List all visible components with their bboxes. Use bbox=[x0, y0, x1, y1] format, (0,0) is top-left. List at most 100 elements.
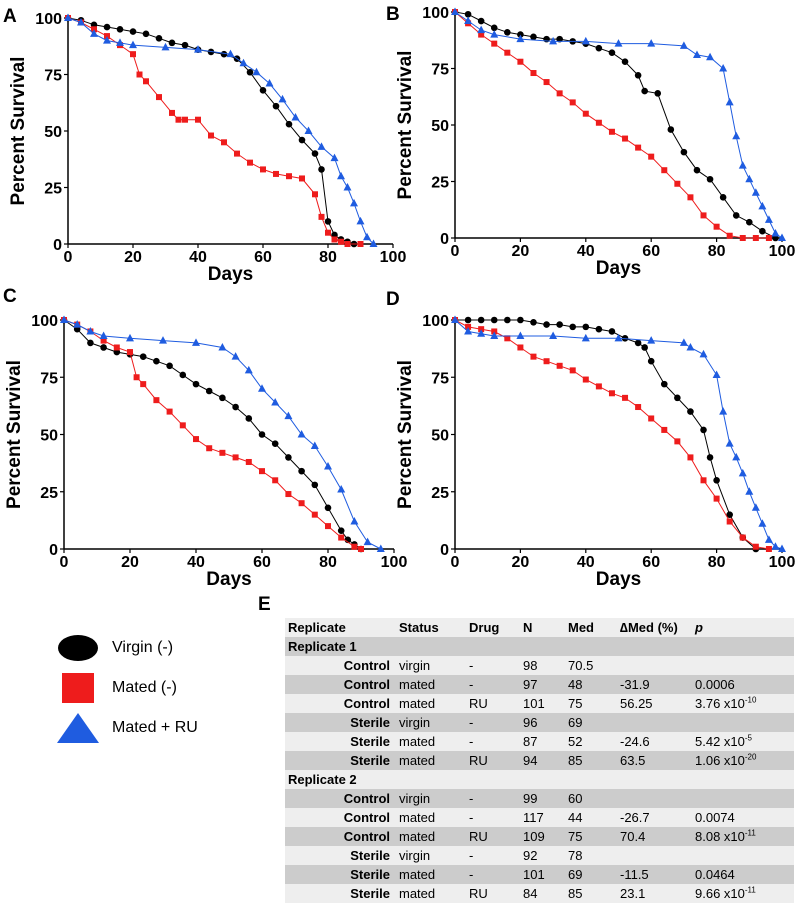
data-point-virgin bbox=[153, 357, 160, 365]
delta-median-cell: 70.4 bbox=[620, 829, 646, 844]
n-cell: 101 bbox=[523, 867, 545, 882]
data-point-mated bbox=[153, 397, 160, 404]
data-point-virgin bbox=[324, 504, 332, 512]
data-point-virgin bbox=[582, 323, 590, 331]
status-cell: virgin bbox=[399, 791, 431, 806]
header-replicate: Replicate bbox=[288, 620, 346, 635]
data-point-mated bbox=[351, 543, 358, 550]
data-point-mated bbox=[272, 477, 279, 484]
x-tick-label: 60 bbox=[253, 554, 271, 571]
data-point-mated bbox=[208, 132, 214, 139]
p-value-cell: 0.0464 bbox=[695, 867, 735, 882]
data-point-mated bbox=[752, 543, 759, 550]
drug-cell: - bbox=[469, 810, 474, 825]
data-point-mated bbox=[569, 99, 576, 106]
y-tick-label: 75 bbox=[431, 370, 449, 387]
drug-cell: - bbox=[469, 848, 474, 863]
table-row: Sterile mated - 101 69 -11.5 0.0464 bbox=[285, 865, 794, 884]
data-point-mated bbox=[661, 426, 668, 433]
data-point-virgin bbox=[298, 467, 305, 475]
data-point-mated bbox=[169, 109, 175, 116]
data-point-virgin bbox=[285, 454, 292, 461]
data-point-mated bbox=[543, 79, 550, 86]
data-point-mated-ru bbox=[719, 64, 728, 72]
delta-median-cell: 56.25 bbox=[620, 696, 653, 711]
chart-panel-a: A 0 20 40 60 80 100 0 25 50 75 100 Days Percent Survi… bbox=[3, 6, 406, 285]
strain-cell: Control bbox=[343, 810, 390, 825]
status-cell: mated bbox=[399, 886, 436, 901]
drug-cell: RU bbox=[469, 829, 488, 844]
p-value-cell: 9.66 x10-11 bbox=[695, 885, 756, 901]
data-point-mated bbox=[622, 394, 629, 401]
data-point-mated-ru bbox=[310, 441, 319, 449]
data-point-virgin bbox=[311, 150, 319, 157]
panel-letter: B bbox=[386, 4, 400, 25]
drug-cell: - bbox=[469, 658, 474, 673]
p-value-cell: 0.0074 bbox=[695, 810, 735, 825]
n-cell: 98 bbox=[523, 658, 538, 673]
data-point-mated-ru bbox=[751, 188, 760, 196]
data-point-mated bbox=[635, 404, 642, 411]
data-point-mated-ru bbox=[725, 439, 734, 447]
x-tick-label: 60 bbox=[254, 249, 272, 266]
y-tick-label: 50 bbox=[44, 124, 62, 141]
data-point-mated bbox=[478, 326, 485, 333]
legend: Virgin (-) Mated (-) Mated + RU bbox=[56, 632, 256, 752]
data-point-mated-ru bbox=[699, 349, 708, 358]
series-line-virgin bbox=[455, 319, 757, 550]
data-point-virgin bbox=[220, 50, 228, 58]
x-tick-label: 40 bbox=[187, 554, 205, 571]
table-row: Control virgin - 99 60 bbox=[285, 789, 794, 808]
data-point-mated-ru bbox=[376, 544, 385, 552]
data-point-mated bbox=[530, 353, 537, 360]
strain-cell: Sterile bbox=[350, 886, 390, 901]
data-point-mated bbox=[752, 235, 759, 241]
series-line-mated-ru bbox=[67, 17, 374, 245]
data-point-mated-ru bbox=[356, 216, 365, 225]
data-point-mated-ru bbox=[692, 50, 701, 58]
y-axis-title: Percent Survival bbox=[8, 57, 29, 206]
data-point-mated bbox=[259, 468, 265, 475]
data-point-mated-ru bbox=[614, 333, 623, 342]
data-point-virgin bbox=[517, 31, 524, 38]
strain-cell: Control bbox=[343, 791, 390, 806]
data-point-virgin bbox=[667, 126, 675, 133]
data-point-mated bbox=[344, 241, 351, 247]
replicate-label: Replicate 1 bbox=[288, 639, 357, 654]
n-cell: 94 bbox=[523, 753, 538, 768]
data-point-mated bbox=[582, 376, 589, 383]
data-point-mated bbox=[622, 135, 629, 142]
delta-median-cell bbox=[617, 713, 692, 732]
strain-cell: Control bbox=[343, 658, 390, 673]
data-point-mated-ru bbox=[764, 215, 773, 223]
median-cell: 70.5 bbox=[568, 658, 594, 673]
y-tick-label: 0 bbox=[53, 237, 62, 254]
data-point-mated-ru bbox=[265, 79, 274, 87]
p-value-cell: 0.0006 bbox=[695, 677, 735, 692]
x-axis-title: Days bbox=[596, 258, 641, 279]
header-med: Med bbox=[568, 620, 594, 635]
data-point-mated-ru bbox=[103, 36, 111, 44]
data-point-mated bbox=[595, 383, 602, 390]
data-point-mated bbox=[739, 235, 746, 241]
data-point-mated-ru bbox=[77, 18, 85, 26]
data-point-mated bbox=[195, 116, 201, 123]
x-tick-label: 100 bbox=[381, 554, 408, 571]
data-point-mated-ru bbox=[363, 537, 372, 546]
data-point-virgin bbox=[311, 481, 319, 489]
median-cell: 48 bbox=[568, 677, 583, 692]
data-point-mated bbox=[700, 477, 707, 484]
drug-cell: RU bbox=[469, 753, 488, 768]
data-point-mated-ru bbox=[350, 198, 358, 207]
data-point-mated-ru bbox=[451, 315, 459, 323]
y-axis-title: Percent Survival bbox=[395, 51, 416, 200]
data-point-virgin bbox=[142, 30, 150, 38]
data-point-mated-ru bbox=[278, 94, 287, 103]
data-point-mated-ru bbox=[686, 342, 695, 351]
data-point-virgin bbox=[232, 403, 239, 411]
drug-cell: - bbox=[469, 677, 474, 692]
data-point-virgin bbox=[464, 10, 472, 18]
data-point-mated bbox=[311, 511, 318, 518]
x-tick-label: 20 bbox=[121, 554, 139, 571]
data-point-mated bbox=[517, 58, 524, 65]
